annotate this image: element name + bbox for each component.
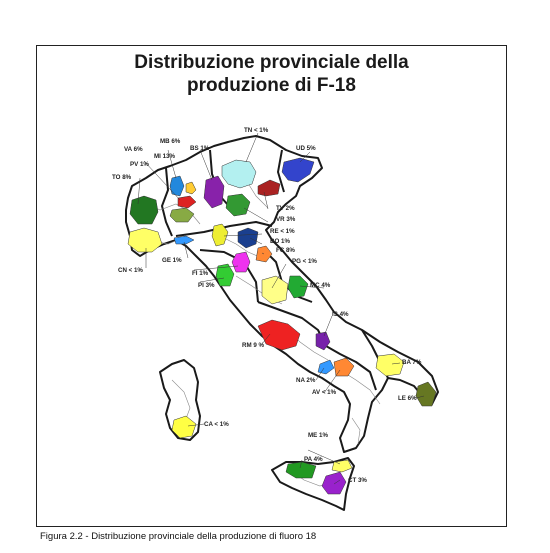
province-fill-VR — [225, 193, 251, 217]
province-label-PI: PI 3% — [198, 282, 215, 289]
province-fills — [127, 157, 437, 495]
province-label-RE: RE < 1% — [270, 228, 295, 235]
province-label-MI: MI 13% — [154, 153, 175, 160]
province-fill-GE — [173, 235, 195, 245]
province-fill-IS — [315, 331, 331, 351]
map-title: Distribuzione provinciale della produzio… — [36, 51, 507, 97]
province-fill-NA — [317, 359, 335, 375]
province-fill-VA — [169, 175, 185, 197]
province-label-PV: PV 1% — [130, 161, 149, 168]
province-fill-MB — [185, 181, 197, 195]
province-fill-PV — [169, 207, 195, 223]
province-fill-RM — [257, 319, 301, 351]
province-fill-PA — [285, 461, 317, 479]
province-label-TO: TO 8% — [112, 174, 132, 181]
province-label-MC: MC 4% — [310, 282, 331, 289]
province-label-UD: UD 5% — [296, 145, 316, 152]
province-fill-ME — [331, 459, 353, 473]
province-fill-CA — [171, 415, 197, 439]
border-piemonte-lombardia — [161, 167, 173, 237]
leader-lines — [137, 132, 425, 485]
province-label-CN: CN < 1% — [118, 267, 143, 274]
border-veneto-friuli — [277, 149, 285, 193]
border-emilia — [175, 221, 273, 237]
province-label-NA: NA 2% — [296, 377, 316, 384]
province-fill-PI — [215, 263, 235, 287]
province-fill-TV — [257, 179, 281, 197]
province-fill-TN — [221, 159, 257, 189]
province-label-TV: TV 2% — [276, 205, 295, 212]
province-fill-LE — [415, 381, 437, 407]
border-campania — [325, 345, 377, 391]
map-title-line2: produzione di F-18 — [187, 75, 356, 96]
province-fill-AV — [333, 357, 355, 377]
province-label-TN: TN < 1% — [244, 127, 269, 134]
province-fill-CT — [321, 471, 347, 495]
province-fill-BA — [375, 353, 405, 377]
province-label-FC: FC 8% — [276, 247, 295, 254]
province-labels: TN < 1% UD 5% MB 6% VA 6% MI 13% BS 1% P… — [112, 127, 422, 484]
province-fill-BO — [237, 227, 259, 249]
province-label-PG: PG < 1% — [292, 258, 317, 265]
sardinia-outline — [159, 359, 201, 441]
province-label-AV: AV < 1% — [312, 389, 337, 396]
province-label-BO: BO 1% — [270, 238, 290, 245]
province-label-GE: GE 1% — [162, 257, 182, 264]
province-label-BA: BA 7% — [402, 359, 422, 366]
province-label-PA: PA 4% — [304, 456, 323, 463]
province-fill-BS — [203, 175, 225, 209]
province-label-ME: ME 1% — [308, 432, 328, 439]
province-fill-RE — [211, 223, 229, 247]
province-fill-TO — [129, 195, 159, 225]
province-label-RM: RM 9 % — [242, 342, 265, 349]
province-label-LE: LE 6% — [398, 395, 417, 402]
province-label-BS: BS 1% — [190, 145, 210, 152]
province-label-FI: FI 1% — [192, 270, 209, 277]
province-label-VA: VA 6% — [124, 146, 143, 153]
province-fill-PG — [261, 275, 289, 305]
province-label-MB: MB 6% — [160, 138, 181, 145]
sicily-outline — [271, 457, 355, 511]
map-title-line1: Distribuzione provinciale della — [134, 52, 409, 73]
figure-caption: Figura 2.2 - Distribuzione provinciale d… — [40, 531, 317, 542]
province-fill-MC — [287, 275, 309, 299]
province-label-VR: VR 3% — [276, 216, 296, 223]
province-label-IS: IS 4% — [332, 311, 349, 318]
province-fill-MI — [177, 195, 197, 209]
province-fill-CN — [127, 227, 163, 253]
province-label-CA: CA < 1% — [204, 421, 229, 428]
province-label-CT: CT 3% — [348, 477, 367, 484]
province-fill-UD — [281, 157, 315, 183]
province-fill-FI — [231, 251, 251, 273]
